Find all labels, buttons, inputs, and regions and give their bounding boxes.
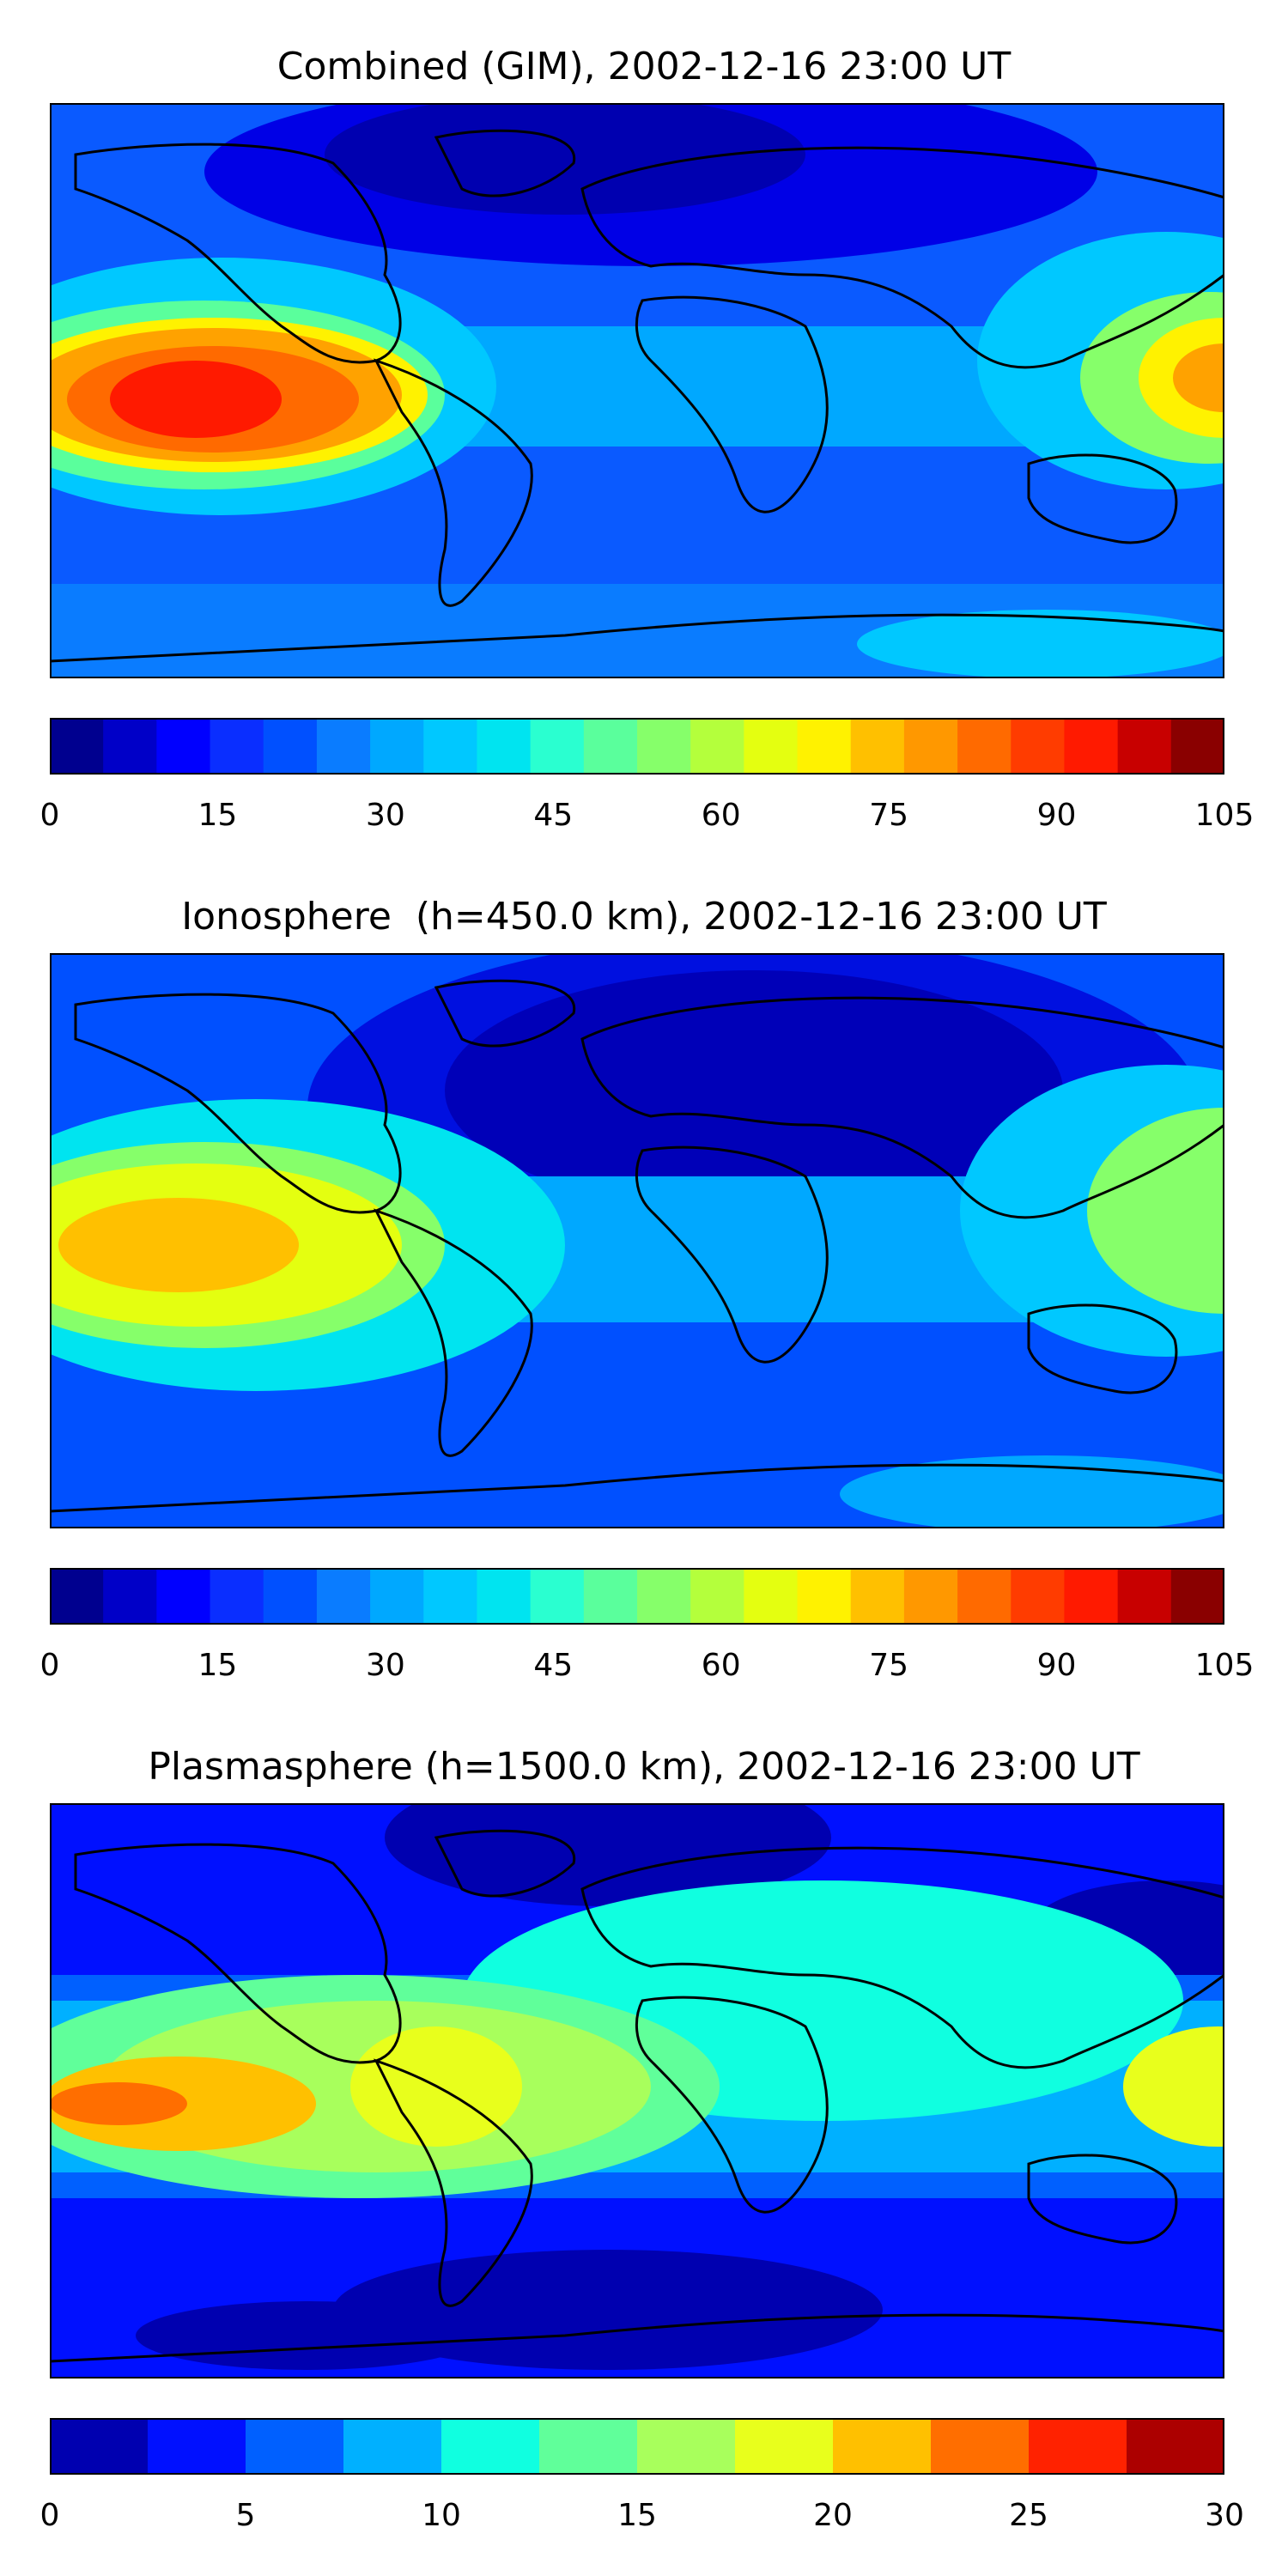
colorbar-segment — [744, 1568, 799, 1625]
colorbar-segment — [1127, 2418, 1224, 2475]
colorbar-ticks-plasmasphere: 0 5 10 15 20 25 30 — [0, 2497, 1288, 2540]
colorbar-tick-label: 30 — [1205, 2498, 1244, 2533]
colorbar-segment — [50, 1568, 104, 1625]
colorbar-tick-label: 30 — [365, 1648, 405, 1683]
colorbar-segment — [957, 1568, 1012, 1625]
colorbar-segment — [263, 1568, 318, 1625]
colorbar-segment — [148, 2418, 246, 2475]
colorbar-segment — [316, 1568, 371, 1625]
colorbar-segment — [441, 2418, 540, 2475]
panel-title-combined: Combined (GIM), 2002-12-16 23:00 UT — [276, 45, 1012, 88]
colorbar-tick-label: 45 — [533, 1648, 574, 1683]
map-combined — [50, 103, 1224, 678]
colorbar-segment — [957, 718, 1012, 775]
colorbar-segment — [735, 2418, 834, 2475]
colorbar-segment — [156, 718, 211, 775]
colorbar-tick-label: 0 — [39, 1648, 60, 1683]
colorbar-segment — [690, 718, 744, 775]
colorbar-segment — [850, 718, 905, 775]
colorbar-segment — [637, 718, 691, 775]
colorbar-segment — [1064, 718, 1119, 775]
colorbar-segment — [103, 718, 157, 775]
map-ionosphere — [50, 953, 1224, 1528]
colorbar-ticks-combined: 0 15 30 45 60 75 90 105 — [0, 797, 1288, 840]
colorbar-segment — [850, 1568, 905, 1625]
colorbar-tick-label: 60 — [701, 1648, 741, 1683]
colorbar-segment — [833, 2418, 932, 2475]
colorbar-segment — [1029, 2418, 1127, 2475]
colorbar-segment — [903, 718, 958, 775]
colorbar-tick-label: 30 — [365, 798, 405, 833]
colorbar-segment — [797, 718, 852, 775]
colorbar-ionosphere — [50, 1568, 1224, 1625]
colorbar-segment — [583, 1568, 638, 1625]
colorbar-segment — [530, 1568, 585, 1625]
colorbar-tick-label: 20 — [813, 2498, 853, 2533]
colorbar-tick-label: 75 — [869, 798, 909, 833]
colorbar-tick-label: 10 — [422, 2498, 461, 2533]
colorbar-segment — [1011, 718, 1066, 775]
colorbar-segment — [797, 1568, 852, 1625]
colorbar-plasmasphere — [50, 2418, 1224, 2475]
colorbar-tick-label: 15 — [617, 2498, 657, 2533]
colorbar-segment — [1170, 718, 1224, 775]
colorbar-segment — [246, 2418, 344, 2475]
colorbar-tick-label: 45 — [533, 798, 574, 833]
colorbar-tick-label: 0 — [39, 798, 60, 833]
colorbar-segment — [637, 2418, 736, 2475]
colorbar-tick-label: 25 — [1009, 2498, 1048, 2533]
colorbar-tick-label: 60 — [701, 798, 741, 833]
colorbar-segment — [1117, 718, 1172, 775]
panel-title-ionosphere: Ionosphere (h=450.0 km), 2002-12-16 23:0… — [181, 895, 1107, 939]
colorbar-segment — [583, 718, 638, 775]
colorbar-segment — [1170, 1568, 1224, 1625]
map-plasmasphere — [50, 1803, 1224, 2379]
colorbar-segment — [477, 1568, 532, 1625]
colorbar-segment — [637, 1568, 691, 1625]
colorbar-segment — [477, 718, 532, 775]
colorbar-segment — [423, 718, 478, 775]
colorbar-segment — [156, 1568, 211, 1625]
colorbar-segment — [370, 1568, 424, 1625]
colorbar-segment — [103, 1568, 157, 1625]
colorbar-tick-label: 15 — [197, 798, 238, 833]
colorbar-segment — [343, 2418, 442, 2475]
colorbar-ticks-ionosphere: 0 15 30 45 60 75 90 105 — [0, 1647, 1288, 1690]
colorbar-segment — [263, 718, 318, 775]
colorbar-segment — [370, 718, 424, 775]
colorbar-segment — [1064, 1568, 1119, 1625]
colorbar-segment — [530, 718, 585, 775]
colorbar-tick-label: 75 — [869, 1648, 909, 1683]
colorbar-segment — [50, 718, 104, 775]
colorbar-tick-label: 105 — [1194, 798, 1255, 833]
colorbar-tick-label: 90 — [1036, 798, 1077, 833]
colorbar-segment — [1117, 1568, 1172, 1625]
colorbar-segment — [50, 2418, 149, 2475]
colorbar-segment — [210, 718, 264, 775]
colorbar-segment — [423, 1568, 478, 1625]
colorbar-tick-label: 90 — [1036, 1648, 1077, 1683]
colorbar-segment — [539, 2418, 638, 2475]
colorbar-segment — [1011, 1568, 1066, 1625]
colorbar-segment — [210, 1568, 264, 1625]
colorbar-segment — [931, 2418, 1030, 2475]
colorbar-segment — [690, 1568, 744, 1625]
colorbar-combined — [50, 718, 1224, 775]
colorbar-tick-label: 105 — [1194, 1648, 1255, 1683]
colorbar-segment — [903, 1568, 958, 1625]
panel-title-plasmasphere: Plasmasphere (h=1500.0 km), 2002-12-16 2… — [148, 1745, 1140, 1789]
colorbar-tick-label: 15 — [197, 1648, 238, 1683]
colorbar-segment — [744, 718, 799, 775]
colorbar-tick-label: 0 — [39, 2498, 60, 2533]
colorbar-segment — [316, 718, 371, 775]
colorbar-tick-label: 5 — [235, 2498, 256, 2533]
